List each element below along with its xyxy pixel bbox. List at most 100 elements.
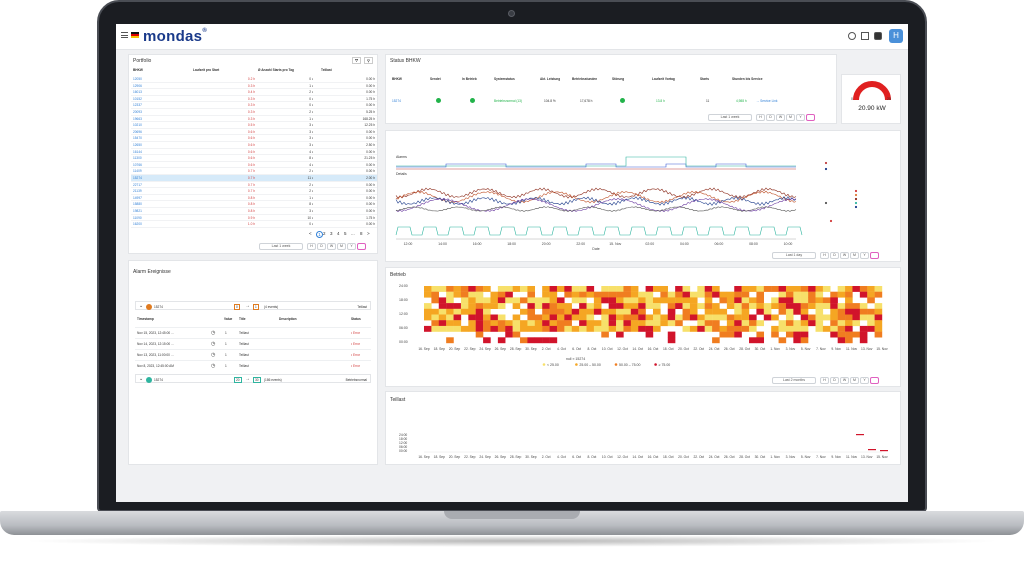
status-btn-m[interactable]: M xyxy=(786,114,795,121)
page-link[interactable]: 4 xyxy=(337,231,340,236)
menu-icon[interactable] xyxy=(121,32,128,38)
table-row[interactable]: 12906 0.3 h 1 ▪ 0.00 h xyxy=(131,83,377,90)
portfolio-col-header[interactable]: BHKW xyxy=(133,68,143,72)
table-row[interactable]: 11300 0.6 h 8 ▪ 21.25 h xyxy=(131,155,377,162)
table-row[interactable]: 12337 0.3 h 0 ▪ 0.00 h xyxy=(131,102,377,109)
table-row[interactable]: 10210 0.5 h 3 ▪ 12.25 h xyxy=(131,122,377,129)
alarm-row[interactable]: Nov 8, 2023, 12:45:00 AM ◷ 1 Teillast • Erro… xyxy=(135,360,371,370)
portfolio-btn-d[interactable]: D xyxy=(317,243,326,250)
trend-btn-m[interactable]: M xyxy=(850,252,859,259)
alarm-group-betriebsnormal[interactable]: ⌄ 15274 20 → 30 (186 events) Betriebsnormal xyxy=(135,374,371,383)
portfolio-btn-w[interactable]: W xyxy=(327,243,336,250)
status-calendar-icon[interactable] xyxy=(806,114,815,121)
status-col-header[interactable]: Betriebsstunden xyxy=(572,77,598,81)
table-row[interactable]: 20696 0.6 h 3 ▪ 0.00 h xyxy=(131,129,377,136)
grid-icon[interactable] xyxy=(861,32,869,40)
portfolio-range-select[interactable]: Last 1 week xyxy=(259,243,303,250)
page-link[interactable]: 3 xyxy=(330,231,333,236)
alarm-col-header[interactable]: Timestamp xyxy=(137,317,154,321)
table-row[interactable]: 22717 0.7 h 2 ▪ 0.00 h xyxy=(131,182,377,189)
avatar[interactable]: H xyxy=(889,29,903,43)
table-row[interactable]: 15470 0.6 h 3 ▪ 0.00 h xyxy=(131,135,377,142)
clock-icon[interactable]: ◷ xyxy=(211,363,216,369)
table-row[interactable]: 20093 0.3 h 2 ▪ 5.25 h xyxy=(131,109,377,116)
alarm-col-header[interactable]: Description xyxy=(279,317,297,321)
status-btn-y[interactable]: Y xyxy=(796,114,805,121)
table-row[interactable]: 11409 0.7 h 2 ▪ 0.00 h xyxy=(131,168,377,175)
portfolio-col-header[interactable]: Teillast xyxy=(321,68,332,72)
alarm-row[interactable]: Nov 15, 2023, 12:45:00 … ◷ 1 Teillast • Erro… xyxy=(135,327,371,337)
status-col-header[interactable]: Laufzeit Vortag xyxy=(652,77,675,81)
page-link[interactable]: < xyxy=(309,231,312,236)
portfolio-btn-m[interactable]: M xyxy=(337,243,346,250)
portfolio-calendar-icon[interactable] xyxy=(357,243,366,250)
table-row[interactable]: 16200 1.0 h 0 ▪ 0.00 h xyxy=(131,221,377,228)
chevron-icon[interactable]: ⌄ xyxy=(139,376,144,382)
betrieb-btn-h[interactable]: H xyxy=(820,377,829,384)
alarm-col-header[interactable]: Status xyxy=(351,317,361,321)
table-row[interactable]: 10152 0.3 h 0 ▪ 1.75 h xyxy=(131,96,377,103)
page-link[interactable]: ... xyxy=(351,231,355,236)
page-link[interactable]: 1 xyxy=(316,231,323,238)
table-row[interactable]: 12050 0.2 h 0 ▪ 0.00 h xyxy=(131,76,377,83)
page-link[interactable]: > xyxy=(367,231,370,236)
betrieb-btn-y[interactable]: Y xyxy=(860,377,869,384)
app-logo[interactable]: mondas® xyxy=(143,28,208,45)
trend-calendar-icon[interactable] xyxy=(870,252,879,259)
status-btn-w[interactable]: W xyxy=(776,114,785,121)
status-btn-d[interactable]: D xyxy=(766,114,775,121)
alarm-col-header[interactable]: Value xyxy=(224,317,233,321)
trend-btn-d[interactable]: D xyxy=(830,252,839,259)
status-col-header[interactable]: In Betrieb xyxy=(462,77,477,81)
portfolio-btn-y[interactable]: Y xyxy=(347,243,356,250)
betrieb-btn-d[interactable]: D xyxy=(830,377,839,384)
trend-btn-y[interactable]: Y xyxy=(860,252,869,259)
table-row[interactable]: 11090 0.9 h 10 ▪ 1.75 h xyxy=(131,215,377,222)
page-link[interactable]: 5 xyxy=(344,231,347,236)
table-row[interactable]: 15880 0.8 h 8 ▪ 0.00 h xyxy=(131,201,377,208)
clock-icon[interactable]: ◷ xyxy=(211,341,216,347)
portfolio-col-header[interactable]: Laufzeit pro Start xyxy=(193,68,220,72)
table-row[interactable]: 15274 0.7 h 11 ▪ 2.00 h xyxy=(131,175,377,182)
status-col-header[interactable]: Störung xyxy=(612,77,625,81)
trend-range-select[interactable]: Last 1 day xyxy=(772,252,816,259)
table-row[interactable]: 19821 0.8 h 3 ▪ 0.00 h xyxy=(131,208,377,215)
layers-icon[interactable] xyxy=(874,32,882,40)
chevron-icon[interactable]: ⌄ xyxy=(139,303,144,309)
flag-icon[interactable] xyxy=(131,32,139,38)
table-row[interactable]: 16144 0.6 h 4 ▪ 0.00 h xyxy=(131,149,377,156)
status-range-select[interactable]: Last 1 week xyxy=(708,114,752,121)
status-col-header[interactable]: Stunden bis Service xyxy=(732,77,763,81)
table-row[interactable]: 19663 0.3 h 1 ▪ 168.25 h xyxy=(131,116,377,123)
status-col-header[interactable]: Akt. Leistung xyxy=(540,77,561,81)
status-col-header[interactable]: BHKW xyxy=(392,77,402,81)
portfolio-col-header[interactable]: Ø Anzahl Starts pro Tag xyxy=(258,68,294,72)
portfolio-btn-h[interactable]: H xyxy=(307,243,316,250)
status-col-header[interactable]: Sendet xyxy=(430,77,441,81)
pin-icon[interactable]: ⚲ xyxy=(364,57,373,64)
betrieb-btn-m[interactable]: M xyxy=(850,377,859,384)
page-link[interactable]: 8 xyxy=(360,231,363,236)
clock-icon[interactable]: ◷ xyxy=(211,330,216,336)
table-row[interactable]: 21139 0.7 h 2 ▪ 0.00 h xyxy=(131,188,377,195)
trend-btn-h[interactable]: H xyxy=(820,252,829,259)
table-row[interactable]: 14997 0.8 h 1 ▪ 0.00 h xyxy=(131,195,377,202)
betrieb-btn-w[interactable]: W xyxy=(840,377,849,384)
clock-icon[interactable]: ◷ xyxy=(211,352,216,358)
status-col-header[interactable]: Starts xyxy=(700,77,710,81)
alarm-col-header[interactable]: Title xyxy=(239,317,246,321)
table-row[interactable]: 10766 0.6 h 4 ▪ 0.00 h xyxy=(131,162,377,169)
page-link[interactable]: 2 xyxy=(323,231,326,236)
betrieb-range-select[interactable]: Last 2 months xyxy=(772,377,816,384)
alarm-row[interactable]: Nov 14, 2023, 12:15:00 … ◷ 1 Teillast • Erro… xyxy=(135,338,371,348)
table-row[interactable]: 12650 0.6 h 3 ▪ 2.50 h xyxy=(131,142,377,149)
alarm-group-teillast[interactable]: ⌄ 15274 0 → 1 (4 events) Teillast xyxy=(135,301,371,310)
status-btn-h[interactable]: H xyxy=(756,114,765,121)
filter-icon[interactable]: ⛛ xyxy=(352,57,361,64)
trend-btn-w[interactable]: W xyxy=(840,252,849,259)
alarm-row[interactable]: Nov 13, 2023, 11:00:00 … ◷ 1 Teillast • Erro… xyxy=(135,349,371,359)
status-col-header[interactable]: Systemstatus xyxy=(494,77,515,81)
betrieb-calendar-icon[interactable] xyxy=(870,377,879,384)
settings-icon[interactable] xyxy=(848,32,856,40)
table-row[interactable]: 16013 0.4 h 2 ▪ 0.00 h xyxy=(131,89,377,96)
